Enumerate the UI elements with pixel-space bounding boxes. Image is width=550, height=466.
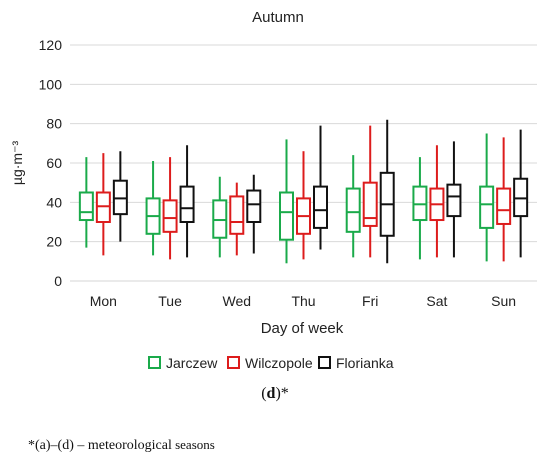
box-iqr	[279, 191, 294, 241]
box-iqr	[479, 185, 495, 229]
caption-letter: d	[266, 385, 276, 402]
box-jarczew-tue	[145, 161, 161, 256]
x-tick-label: Wed	[223, 293, 252, 309]
caption-close: )*	[275, 385, 289, 402]
y-tick-label: 0	[54, 273, 62, 289]
footnote-mark: *(a)–(d)	[28, 438, 74, 453]
footnote-dash: –	[73, 438, 88, 453]
box-iqr	[246, 189, 262, 224]
legend-swatch-jarczew	[148, 356, 161, 369]
legend-label-jarczew: Jarczew	[166, 355, 218, 371]
box-wilczopole-tue	[162, 157, 178, 260]
box-wilczopole-wed	[229, 182, 245, 256]
footnote-text-1: meteorological	[87, 438, 172, 453]
box-florianka-sat	[446, 141, 462, 258]
box-iqr	[362, 181, 378, 227]
box-wilczopole-sat	[429, 145, 445, 258]
box-wilczopole-fri	[362, 125, 378, 258]
box-iqr	[162, 199, 178, 233]
x-tick-label: Sun	[491, 293, 516, 309]
chart-title: Autumn	[252, 9, 304, 26]
x-tick-label: Sat	[426, 293, 447, 309]
box-florianka-mon	[112, 151, 128, 242]
box-florianka-sun	[513, 129, 529, 258]
legend-swatch-florianka	[318, 356, 331, 369]
box-iqr	[313, 185, 328, 229]
box-wilczopole-thu	[296, 151, 311, 260]
y-axis-ticks: 0 20 40 60 80 100 120	[39, 37, 63, 289]
box-jarczew-mon	[78, 157, 94, 248]
x-axis-label: Day of week	[261, 320, 344, 337]
box-jarczew-wed	[212, 176, 228, 258]
box-iqr	[496, 187, 512, 225]
x-tick-label: Mon	[90, 293, 117, 309]
box-jarczew-thu	[279, 139, 294, 264]
box-iqr	[345, 187, 361, 233]
caption-open: (	[261, 385, 267, 402]
box-florianka-fri	[379, 119, 395, 264]
x-tick-label: Thu	[291, 293, 315, 309]
box-iqr	[446, 183, 462, 218]
box-florianka-thu	[313, 125, 328, 250]
legend: Jarczew Wilczopole Florianka	[148, 355, 394, 371]
legend-label-florianka: Florianka	[336, 355, 394, 371]
box-iqr	[179, 185, 195, 224]
box-wilczopole-mon	[95, 153, 111, 256]
x-axis-ticks: Mon Tue Wed Thu Fri Sat Sun	[90, 293, 516, 309]
box-plots	[78, 119, 529, 264]
figure-caption: (d)*	[0, 385, 550, 403]
y-tick-label: 20	[46, 234, 62, 250]
box-jarczew-sat	[412, 157, 428, 260]
box-iqr	[78, 191, 94, 222]
y-tick-label: 40	[46, 194, 62, 210]
x-tick-label: Fri	[362, 293, 378, 309]
y-tick-label: 120	[39, 37, 63, 53]
y-tick-label: 60	[46, 155, 62, 171]
footnote-text-2: seasons	[171, 437, 215, 452]
legend-swatch-wilczopole	[227, 356, 240, 369]
y-tick-label: 80	[46, 116, 62, 132]
x-tick-label: Tue	[158, 293, 182, 309]
y-axis-label: µg·m⁻³	[9, 141, 25, 186]
legend-label-wilczopole: Wilczopole	[245, 355, 313, 371]
box-wilczopole-sun	[496, 137, 512, 262]
y-tick-label: 100	[39, 76, 63, 92]
box-iqr	[229, 195, 245, 235]
box-jarczew-fri	[345, 155, 361, 258]
footnote: *(a)–(d) – meteorological seasons	[28, 437, 215, 454]
box-jarczew-sun	[479, 133, 495, 262]
box-florianka-tue	[179, 145, 195, 258]
box-florianka-wed	[246, 174, 262, 254]
